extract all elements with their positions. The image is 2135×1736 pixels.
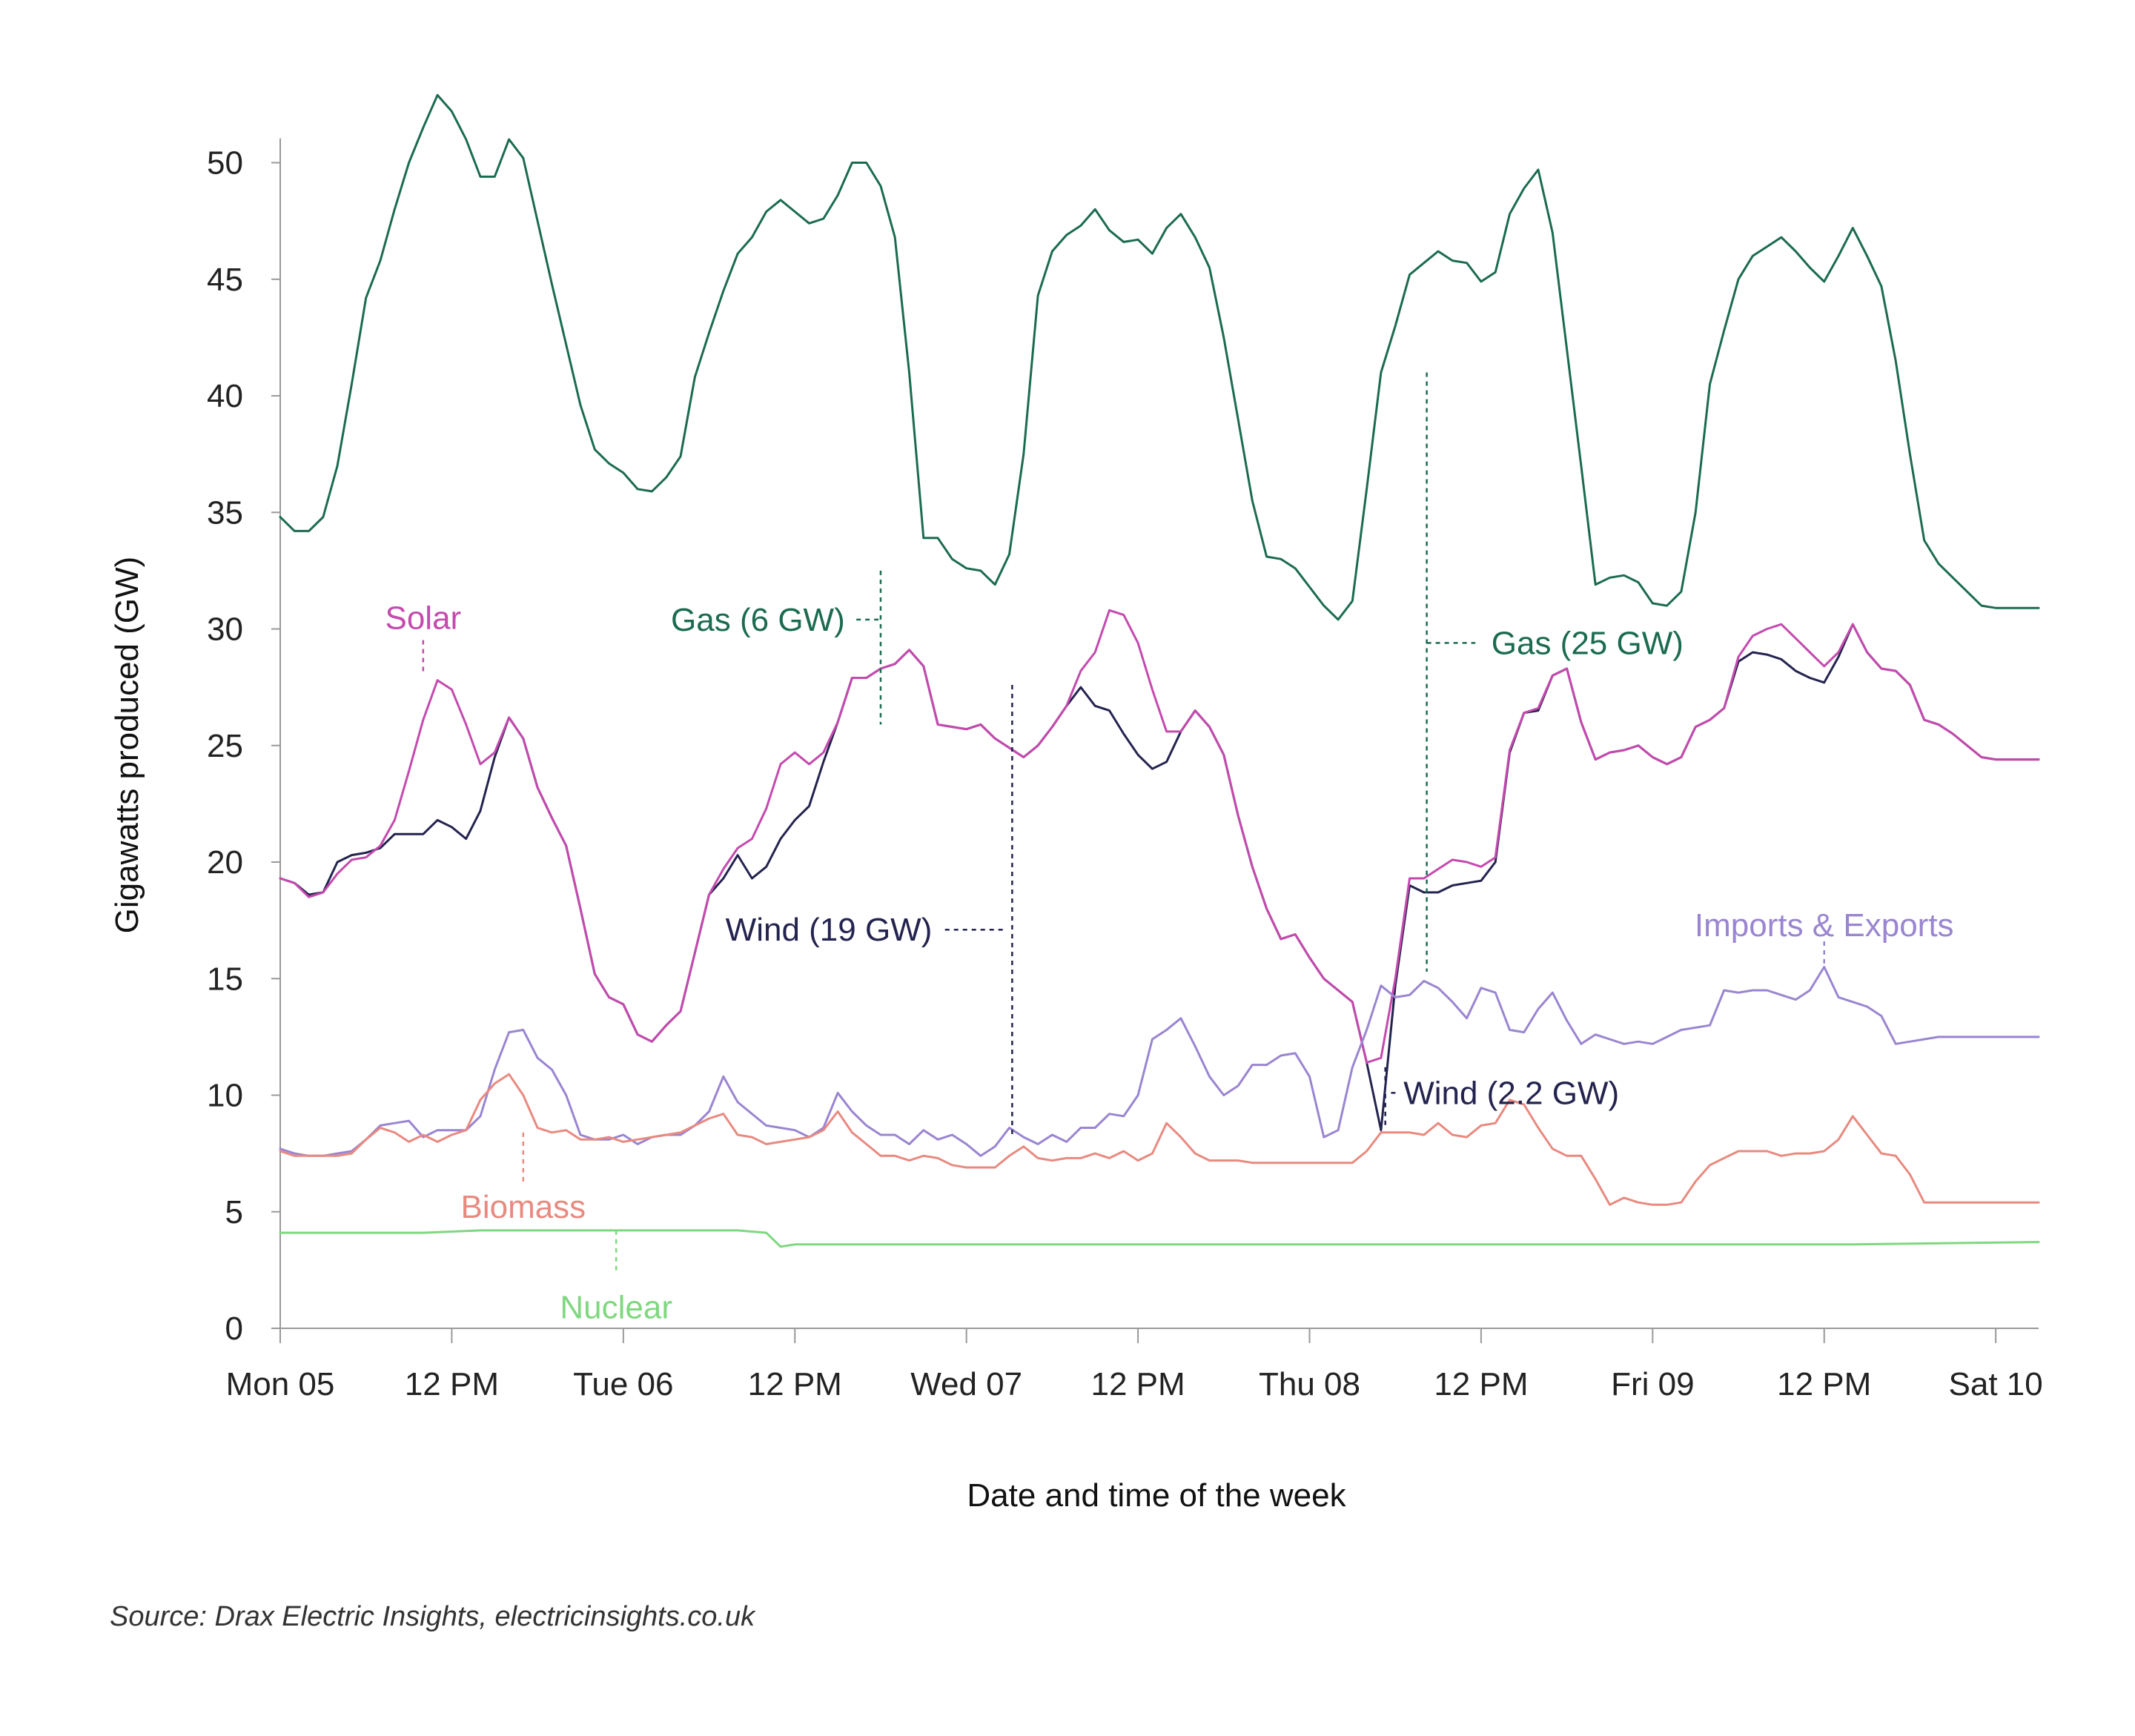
x-tick-label: Thu 08 [1259, 1366, 1360, 1402]
series-line-imports-exports [279, 966, 2040, 1157]
series-line-solar [279, 609, 2040, 1064]
solar-annotation-label: Solar [385, 600, 461, 637]
series-lines [279, 93, 2040, 1248]
y-tick-label: 20 [207, 844, 243, 881]
series-line-gas [279, 93, 2040, 621]
y-tick-label: 40 [207, 378, 243, 414]
axes: 0 5 10 15 20 25 30 35 40 45 50 Mon 05 12 PM Tue 06 12 … [207, 138, 2043, 1402]
y-axis-title: Gigawatts produced (GW) [109, 557, 145, 934]
series-line-biomass [279, 1073, 2040, 1206]
y-tick-label: 30 [207, 612, 243, 648]
x-tick-label: Sat 10 [1949, 1366, 2043, 1402]
y-tick-label: 45 [207, 262, 243, 298]
y-tick-label: 0 [225, 1311, 243, 1347]
y-tick-label: 25 [207, 728, 243, 764]
x-tick-label: Wed 07 [910, 1366, 1022, 1402]
x-tick-label: Tue 06 [573, 1366, 673, 1402]
source-note: Source: Drax Electric Insights, electric… [110, 1601, 755, 1632]
x-axis-title: Date and time of the week [967, 1477, 1346, 1514]
x-tick-label: 12 PM [405, 1366, 499, 1402]
y-tick-label: 35 [207, 494, 243, 531]
annotations: Solar Biomass Nuclear Imports & Exports Gas … [385, 372, 1954, 1326]
wind-19gw-annotation-label: Wind (19 GW) [726, 912, 933, 948]
nuclear-annotation-label: Nuclear [560, 1290, 672, 1326]
x-tick-label: 12 PM [1090, 1366, 1185, 1402]
x-tick-label: 12 PM [1434, 1366, 1528, 1402]
x-tick-label: 12 PM [1777, 1366, 1871, 1402]
y-tick-label: 10 [207, 1078, 243, 1114]
series-line-wind [279, 623, 2040, 1132]
biomass-annotation-label: Biomass [460, 1189, 586, 1225]
x-tick-label: 12 PM [748, 1366, 842, 1402]
series-line-nuclear [279, 1229, 2040, 1248]
imports-annotation-label: Imports & Exports [1695, 907, 1954, 944]
y-tick-label: 5 [225, 1194, 243, 1230]
gas-6gw-annotation-label: Gas (6 GW) [671, 602, 845, 638]
x-tick-label: Mon 05 [226, 1366, 335, 1402]
y-tick-label: 15 [207, 961, 243, 997]
x-tick-label: Fri 09 [1611, 1366, 1694, 1402]
y-tick-label: 50 [207, 145, 243, 182]
gas-25gw-annotation-label: Gas (25 GW) [1492, 625, 1684, 661]
wind-2gw-annotation-label: Wind (2.2 GW) [1403, 1075, 1619, 1111]
